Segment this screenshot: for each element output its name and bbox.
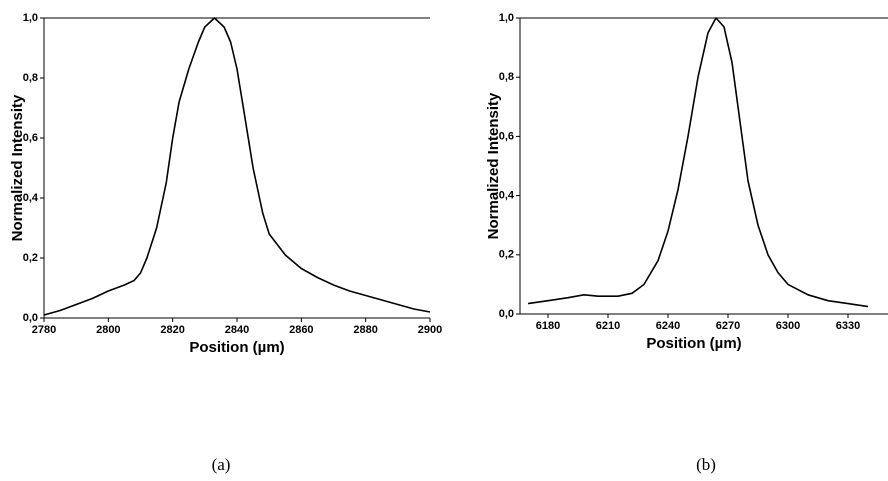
x-tick-label: 6210: [596, 320, 620, 332]
y-tick-label: 0,6: [499, 130, 514, 142]
y-tick-label: 0,4: [499, 190, 515, 202]
x-tick-label: 2860: [289, 324, 313, 336]
caption: (b): [696, 455, 716, 474]
x-axis-title: Position (µm): [189, 339, 284, 356]
y-axis-title: Normalized Intensity: [485, 92, 502, 239]
x-tick-label: 2880: [353, 324, 377, 336]
x-tick-label: 2840: [225, 324, 249, 336]
x-tick-label: 2900: [418, 324, 442, 336]
line: [43, 17, 431, 316]
x-tick-label: 2800: [96, 324, 120, 336]
x-tick-label: 6270: [716, 320, 740, 332]
y-tick-label: 0,0: [499, 308, 514, 320]
y-axis-title: Normalized Intensity: [9, 94, 26, 241]
caption: (a): [212, 455, 231, 474]
y-tick-label: 0,0: [23, 312, 38, 324]
y-tick-label: 0,2: [499, 249, 514, 261]
x-tick-label: 6180: [536, 320, 560, 332]
x-tick-label: 2780: [32, 324, 56, 336]
x-tick-label: 6330: [836, 320, 860, 332]
x-axis-title: Position (µm): [646, 335, 741, 352]
y-tick-label: 0,8: [23, 72, 38, 84]
x-tick-label: 6300: [776, 320, 800, 332]
y-tick-label: 1,0: [23, 12, 38, 24]
y-tick-label: 0,2: [23, 252, 38, 264]
y-tick-label: 1,0: [499, 12, 514, 24]
y-tick-label: 0,6: [23, 132, 38, 144]
y-tick-label: 0,8: [499, 71, 514, 83]
x-tick-label: 2820: [160, 324, 184, 336]
y-tick-label: 0,4: [23, 192, 39, 204]
line: [527, 17, 869, 308]
x-tick-label: 6240: [656, 320, 680, 332]
